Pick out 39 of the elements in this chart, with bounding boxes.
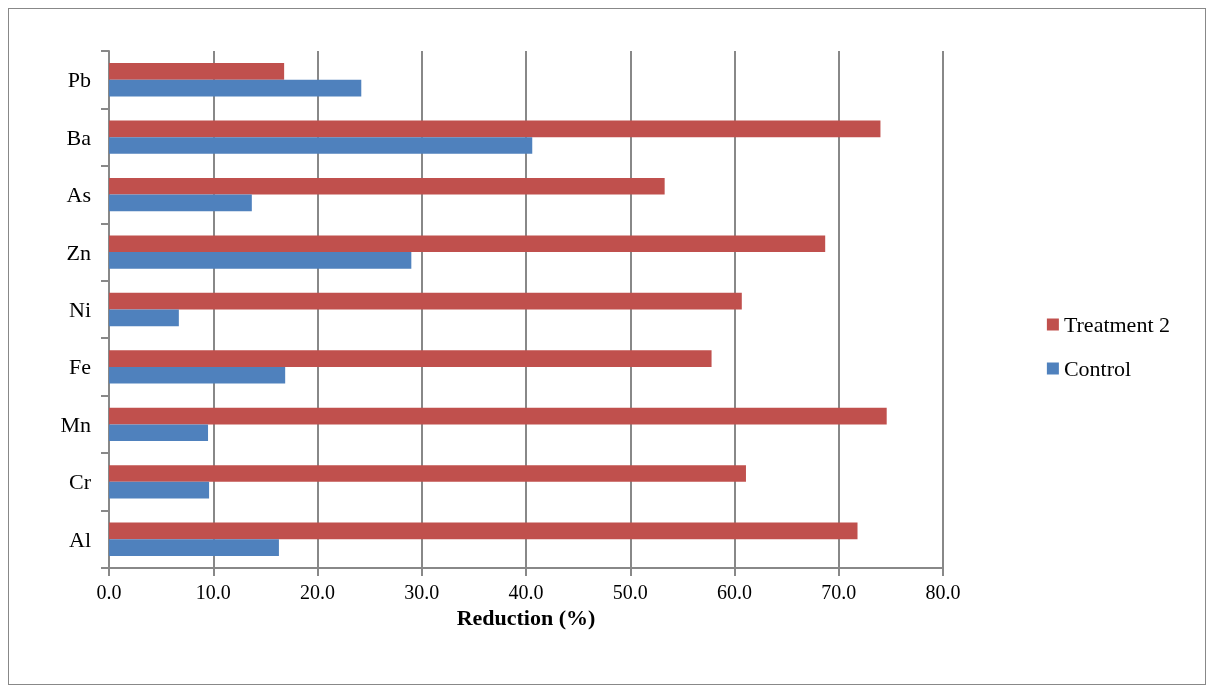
bar xyxy=(109,350,712,367)
y-tick-label: Al xyxy=(69,526,91,552)
x-tick-label: 60.0 xyxy=(717,581,752,603)
bar xyxy=(109,465,746,482)
bar xyxy=(109,194,252,212)
bar xyxy=(109,63,285,80)
bar xyxy=(109,407,887,425)
bar xyxy=(109,235,826,253)
x-tick-label: 40.0 xyxy=(508,581,544,603)
legend-label: Treatment 2 xyxy=(1063,312,1170,337)
x-tick-label: 30.0 xyxy=(404,581,440,603)
bar xyxy=(109,366,286,384)
x-tick-label: 70.0 xyxy=(821,581,857,603)
x-tick-label: 0.0 xyxy=(96,581,122,603)
x-tick-label: 10.0 xyxy=(195,581,231,603)
legend-label: Control xyxy=(1063,356,1132,381)
bar xyxy=(109,539,279,556)
bar xyxy=(109,481,210,499)
bar xyxy=(109,309,179,327)
y-tick-label: Pb xyxy=(67,67,91,93)
y-tick-label: Zn xyxy=(66,239,91,265)
y-tick-label: Mn xyxy=(60,411,91,437)
bar xyxy=(109,137,533,154)
y-tick-label: As xyxy=(66,182,91,208)
bar xyxy=(109,292,742,310)
bar xyxy=(109,177,665,195)
bar xyxy=(109,120,881,138)
bar xyxy=(109,424,209,442)
bar xyxy=(109,522,858,540)
y-tick-label: Cr xyxy=(69,469,92,495)
x-tick-label: 20.0 xyxy=(300,581,335,603)
x-tick-label: 50.0 xyxy=(612,581,648,603)
y-tick-label: Ni xyxy=(69,297,91,322)
y-tick-label: Ba xyxy=(66,124,92,150)
y-tick-label: Fe xyxy=(69,354,91,380)
x-axis-title: Reduction (%) xyxy=(456,605,596,631)
bar xyxy=(109,79,362,97)
x-tick-label: 80.0 xyxy=(925,581,961,603)
bar xyxy=(109,252,412,269)
